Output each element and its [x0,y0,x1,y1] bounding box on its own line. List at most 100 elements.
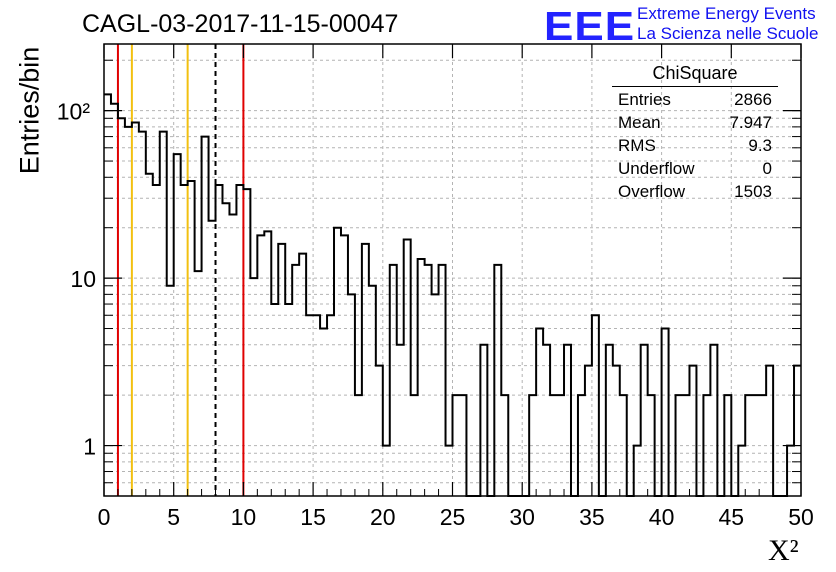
stats-value: 1503 [734,182,772,201]
histogram-bin [738,446,745,496]
histogram-bin [264,231,271,496]
histogram-bin [292,265,299,496]
histogram-bin [529,395,536,496]
histogram-bin [425,265,432,496]
histogram-bin [536,329,543,496]
x-tick-label: 0 [98,504,111,530]
x-tick-label: 10 [231,504,257,530]
y-axis-label: Entries/bin [14,46,45,175]
histogram-bin [766,366,773,496]
histogram-bin [676,395,683,496]
x-tick-label: 30 [509,504,535,530]
histogram-bin [160,132,167,496]
histogram-bin [710,345,717,496]
stats-label: Underflow [618,159,695,178]
histogram-bin [439,265,446,496]
histogram-bin [759,395,766,496]
y-tick-label: 10 [70,266,96,292]
histogram-bin [153,185,160,496]
histogram-bin [620,395,627,496]
histogram-bin [557,395,564,496]
histogram-bin [592,315,599,496]
stats-label: Overflow [618,182,686,201]
histogram-bin [250,278,257,496]
histogram-bin [390,265,397,496]
x-tick-label: 15 [300,504,326,530]
histogram-bin [195,271,202,496]
histogram-bin [306,315,313,496]
histogram-bin [243,189,250,496]
stats-value: 0 [762,159,772,178]
histogram-bin [703,395,710,496]
histogram-bin [480,345,487,496]
histogram-bin [794,366,801,496]
histogram-bin [453,395,460,496]
histogram-bin [118,118,125,496]
stats-value: 9.3 [748,136,772,155]
stats-value: 2866 [734,90,772,109]
stats-box-title: ChiSquare [612,63,778,87]
histogram-bin [257,235,264,496]
x-tick-label: 50 [788,504,814,530]
histogram-bin [348,294,355,496]
histogram-bin [181,185,188,496]
histogram-bin [459,395,466,496]
stats-row-overflow: Overflow 1503 [612,182,778,205]
histogram-bin [446,446,453,496]
histogram-bin [236,185,243,496]
histogram-bin [271,304,278,496]
histogram-bin [174,154,181,496]
eee-logo: EEE [544,4,636,50]
histogram-bin [724,395,731,496]
histogram-bin [216,185,223,496]
y-tick-label: 1 [83,434,96,460]
histogram-bin [167,286,174,496]
histogram-bin [745,395,752,496]
eee-logo-line1: Extreme Energy Events [637,4,816,23]
histogram-bin [222,203,229,496]
histogram-bin [125,127,132,496]
histogram-bin [139,132,146,496]
stats-label: Entries [618,90,671,109]
histogram-bin [634,446,641,496]
histogram-bin [146,174,153,496]
x-axis-label: X² [768,534,799,567]
histogram-bin [418,259,425,496]
histogram-bin [613,366,620,496]
histogram-bin [355,395,362,496]
histogram-bin [320,329,327,496]
histogram-bin [550,395,557,496]
histogram-bin [606,345,613,496]
histogram-bin [313,315,320,496]
stats-label: Mean [618,113,661,132]
histogram-bin [299,254,306,496]
histogram-bin [648,395,655,496]
stats-row-underflow: Underflow 0 [612,159,778,182]
histogram-bin [683,395,690,496]
histogram-bin [327,315,334,496]
stats-box: ChiSquare Entries 2866 Mean 7.947 RMS 9.… [612,63,778,205]
histogram-series [104,93,801,497]
histogram-bin [494,265,501,496]
stats-label: RMS [618,136,656,155]
histogram-bin [278,244,285,496]
eee-logo-line2: La Scienza nelle Scuole [637,24,819,43]
x-tick-label: 20 [370,504,396,530]
stats-row-entries: Entries 2866 [612,90,778,113]
x-tick-label: 25 [440,504,466,530]
histogram-bin [132,122,139,496]
x-tick-label: 35 [579,504,605,530]
histogram-bin [432,294,439,496]
stats-row-rms: RMS 9.3 [612,136,778,159]
histogram-bin [501,395,508,496]
stats-value: 7.947 [729,113,772,132]
histogram-bin [411,395,418,496]
histogram-bin [334,228,341,496]
histogram-bin [404,240,411,496]
histogram-bin [376,366,383,496]
histogram-bin [369,286,376,496]
histogram-bin [397,345,404,496]
histogram-bin [188,181,195,496]
x-tick-label: 5 [167,504,180,530]
histogram-bin [209,221,216,496]
